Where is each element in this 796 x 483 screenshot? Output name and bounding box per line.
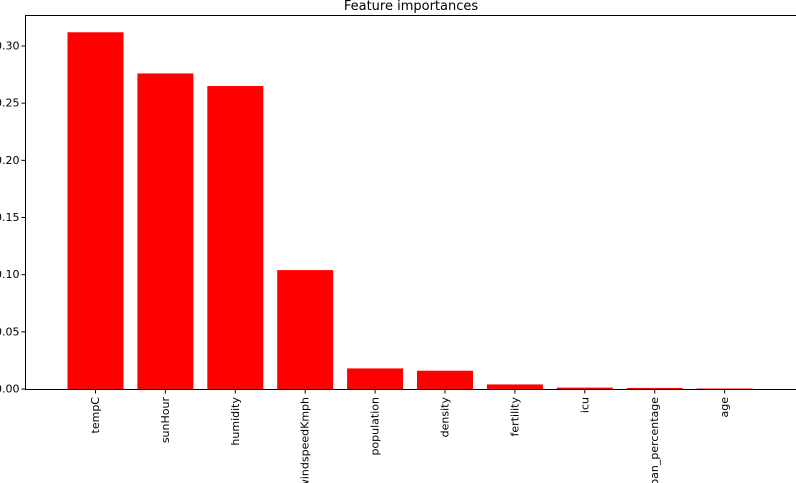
y-tick-label: 0.10 [0, 268, 20, 281]
y-tick-label: 0.30 [0, 40, 20, 53]
x-tick-label: age [718, 397, 731, 418]
x-tick-label: population [369, 397, 382, 456]
bar-group [67, 32, 753, 390]
x-tick-label: sunHour [159, 397, 172, 444]
y-tick-label: 0.25 [0, 97, 20, 110]
x-tick-label: windspeedKmph [299, 397, 312, 483]
bar-humidity [207, 86, 264, 390]
x-tick-label: density [439, 397, 452, 438]
bar-population [347, 368, 404, 389]
y-axis: 0.00 0.05 0.10 0.15 0.20 0.25 0.30 [0, 40, 26, 396]
bar-age [696, 388, 753, 390]
x-axis: tempC sunHour humidity windspeedKmph populat… [89, 389, 731, 483]
y-tick-label: 0.00 [0, 383, 20, 396]
x-tick-label: fertility [508, 397, 521, 437]
bar-density [417, 370, 473, 389]
x-tick-label: tempC [89, 397, 102, 434]
y-tick-label: 0.15 [0, 211, 20, 224]
chart-title: Feature importances [344, 0, 479, 14]
y-tick-label: 0.05 [0, 325, 20, 338]
bar-windspeedKmph [277, 270, 334, 389]
bar-fertility [486, 384, 543, 389]
x-tick-label: humidity [229, 397, 242, 446]
bar-urban_percentage [626, 387, 683, 389]
plot-frame [25, 15, 796, 390]
bar-tempC [67, 32, 124, 389]
y-tick-label: 0.20 [0, 154, 20, 167]
x-tick-label: icu [578, 397, 591, 413]
bar-sunHour [137, 73, 194, 389]
x-tick-label: urban_percentage [648, 397, 661, 483]
bar-icu [556, 387, 613, 389]
